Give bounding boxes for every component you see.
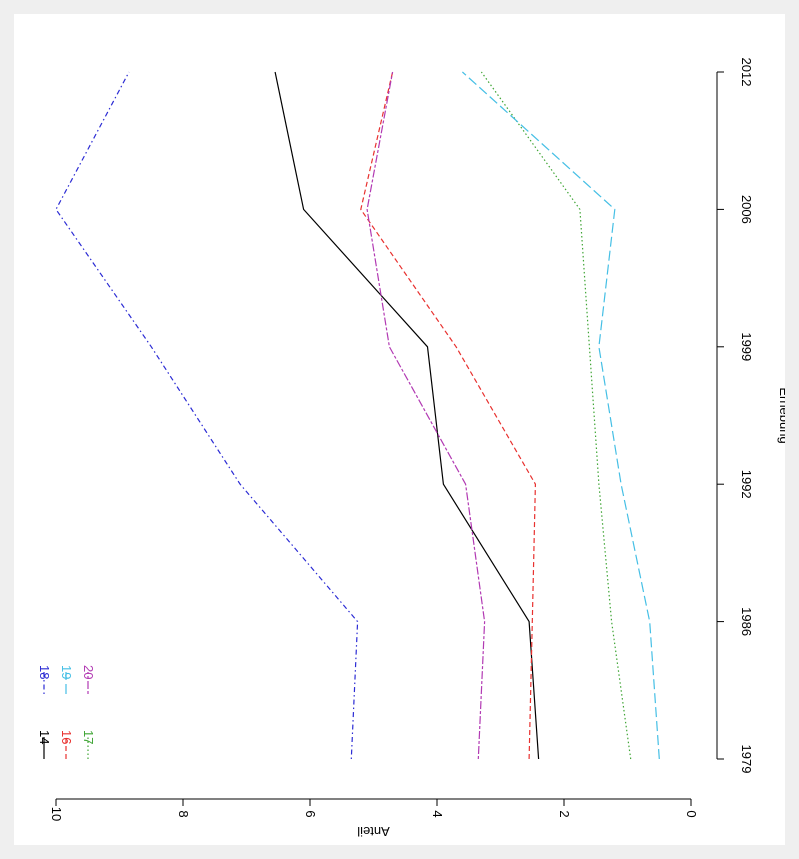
series-line-16 <box>360 71 537 760</box>
series-line-20 <box>366 71 486 760</box>
value-tick-label: 4 <box>430 810 445 817</box>
category-tick-label: 1979 <box>739 745 754 774</box>
y-axis-title: Anteil <box>357 824 390 839</box>
chart-panel: 1979 1986 1992 1999 2006 2012 Erhebung 0 2 4 6 8 10 A… <box>14 14 785 845</box>
value-tick-label: 6 <box>303 810 318 817</box>
legend-label-17: 17 <box>81 730 96 744</box>
series-line-14 <box>274 71 540 760</box>
legend-label-19: 19 <box>59 665 74 679</box>
value-tick-label: 2 <box>557 810 572 817</box>
line-chart: 1979 1986 1992 1999 2006 2012 Erhebung 0 2 4 6 8 10 A… <box>37 58 785 839</box>
legend-label-20: 20 <box>81 665 96 679</box>
legend-label-16: 16 <box>59 730 74 744</box>
category-tick-label: 1986 <box>739 607 754 636</box>
legend-label-18: 18 <box>37 665 52 679</box>
series-line-17 <box>480 71 632 760</box>
category-tick-label: 1992 <box>739 470 754 499</box>
category-tick-label: 2012 <box>739 58 754 87</box>
value-tick-label: 10 <box>49 807 64 821</box>
legend-label-14: 14 <box>37 730 52 744</box>
series-line-18 <box>55 71 359 760</box>
value-tick-label: 0 <box>684 810 699 817</box>
x-axis-title: Erhebung <box>777 387 785 443</box>
category-tick-label: 1999 <box>739 332 754 361</box>
series-line-19 <box>461 71 660 760</box>
value-tick-label: 8 <box>176 810 191 817</box>
category-tick-label: 2006 <box>739 195 754 224</box>
